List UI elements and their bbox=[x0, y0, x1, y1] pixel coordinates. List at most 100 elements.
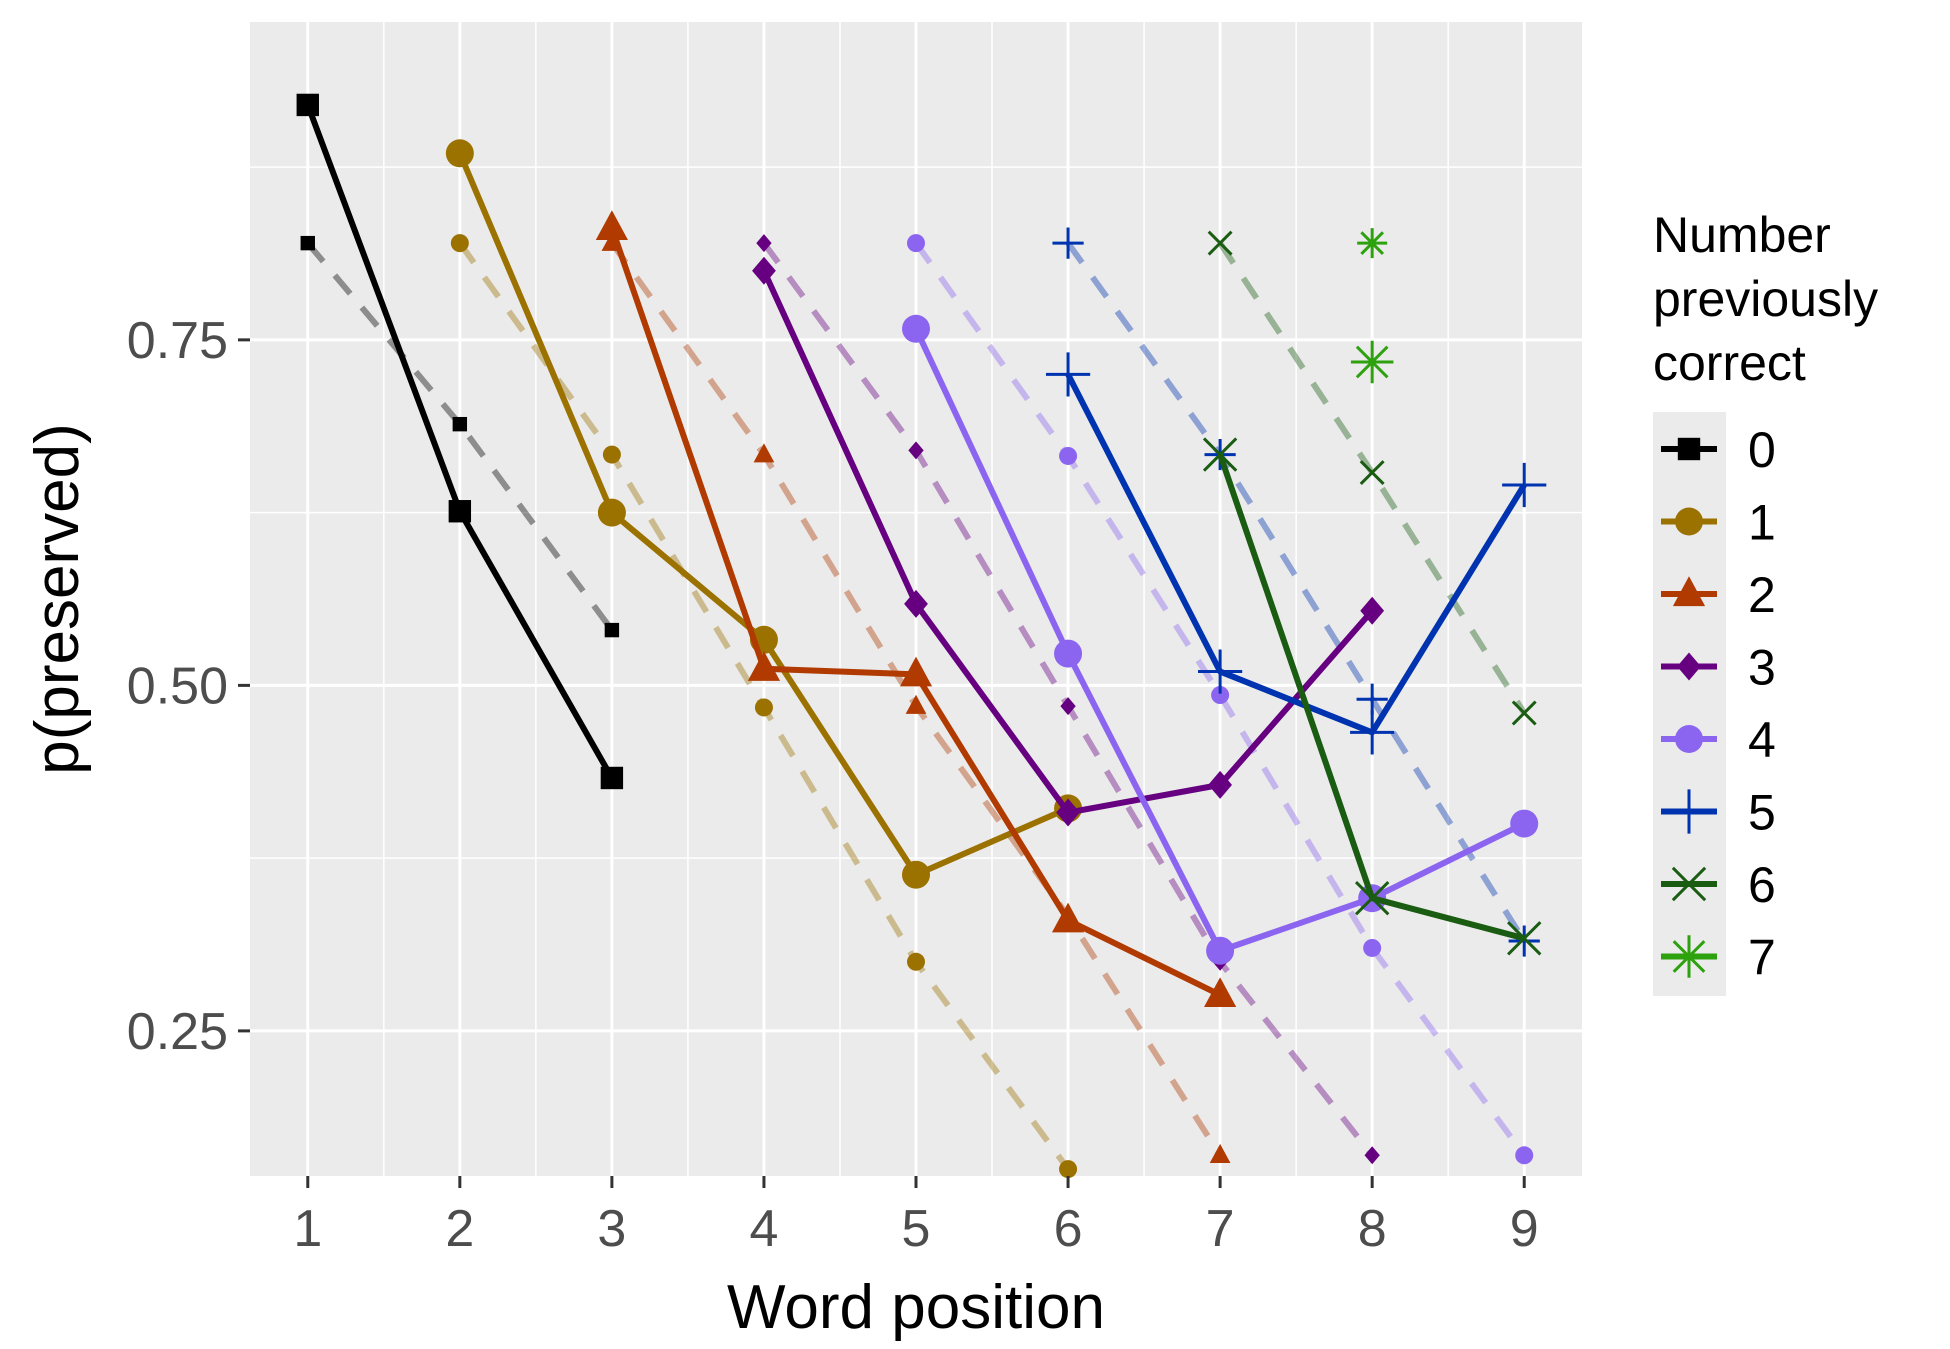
legend-key-marker-1 bbox=[1675, 507, 1703, 536]
dashed-point-series-3 bbox=[1364, 1146, 1380, 1165]
solid-series-4 bbox=[902, 314, 1539, 965]
dashed-point-series-0 bbox=[300, 235, 315, 251]
dashed-series-6 bbox=[1207, 230, 1537, 726]
legend-key-marker-4 bbox=[1675, 725, 1703, 753]
solid-point-series-4 bbox=[1206, 936, 1235, 965]
legend-title-line-3: correct bbox=[1653, 335, 1806, 391]
dashed-point-series-1 bbox=[754, 698, 773, 717]
legend-title-line-2: previously bbox=[1653, 271, 1878, 327]
dashed-point-series-4 bbox=[1211, 686, 1230, 705]
legend-key-marker-2 bbox=[1672, 576, 1706, 607]
x-tick-label: 1 bbox=[293, 1200, 322, 1258]
solid-point-series-6 bbox=[1507, 921, 1542, 956]
solid-point-series-2 bbox=[1051, 902, 1085, 933]
dashed-point-series-5 bbox=[1356, 683, 1388, 715]
legend-key-marker-5 bbox=[1666, 789, 1712, 834]
dashed-point-series-4 bbox=[907, 234, 925, 253]
dashed-series-1 bbox=[450, 234, 1078, 1179]
legend-key-marker-7 bbox=[1667, 935, 1711, 978]
solid-point-series-5 bbox=[1350, 710, 1395, 755]
y-tick-label: 0.25 bbox=[127, 1003, 228, 1061]
solid-point-series-3 bbox=[904, 589, 928, 618]
dashed-series-0 bbox=[300, 235, 620, 638]
x-tick-label: 6 bbox=[1054, 1200, 1083, 1258]
dashed-point-series-3 bbox=[1060, 697, 1076, 716]
solid-point-series-2 bbox=[899, 656, 933, 687]
dashed-series-3 bbox=[756, 234, 1380, 1165]
legend: Number previously correct 0 1 2 3 4 5 6 7 bbox=[1653, 207, 1878, 996]
legend-key-background bbox=[1653, 412, 1726, 996]
solid-point-series-0 bbox=[448, 500, 472, 523]
solid-point-series-6 bbox=[1354, 881, 1390, 916]
y-axis-title: p(preserved) bbox=[23, 423, 92, 774]
x-axis: 1 2 3 4 5 6 7 8 9 bbox=[293, 1176, 1539, 1258]
dashed-point-series-7 bbox=[1357, 228, 1388, 259]
solid-series-7 bbox=[1350, 340, 1394, 384]
legend-item-0: 0 bbox=[1661, 422, 1776, 478]
legend-item-3: 3 bbox=[1661, 640, 1776, 696]
solid-point-series-2 bbox=[747, 651, 781, 681]
dashed-point-series-2 bbox=[1209, 1143, 1231, 1164]
solid-series-0 bbox=[296, 93, 624, 790]
solid-point-series-1 bbox=[902, 860, 930, 889]
legend-item-6: 6 bbox=[1661, 857, 1776, 913]
dashed-point-series-2 bbox=[753, 443, 775, 463]
dashed-point-series-0 bbox=[452, 416, 468, 432]
dashed-point-series-6 bbox=[1511, 700, 1537, 726]
solid-point-series-5 bbox=[1045, 352, 1091, 397]
solid-point-series-3 bbox=[1208, 770, 1233, 799]
legend-label-3: 3 bbox=[1748, 640, 1776, 696]
legend-key-marker-3 bbox=[1677, 652, 1701, 681]
solid-line-series-5 bbox=[1065, 373, 1527, 736]
solid-point-series-7 bbox=[1350, 340, 1394, 384]
legend-item-1: 1 bbox=[1661, 495, 1776, 551]
x-tick-label: 8 bbox=[1358, 1200, 1387, 1258]
dashed-point-series-4 bbox=[1363, 938, 1382, 957]
dashed-point-series-6 bbox=[1207, 230, 1233, 256]
legend-label-7: 7 bbox=[1748, 930, 1776, 986]
legend-item-7: 7 bbox=[1661, 930, 1776, 986]
legend-label-1: 1 bbox=[1748, 495, 1776, 551]
dashed-series-4 bbox=[907, 234, 1534, 1165]
legend-key-marker-6 bbox=[1671, 866, 1707, 902]
solid-point-series-4 bbox=[902, 314, 930, 343]
x-tick-label: 7 bbox=[1206, 1200, 1235, 1258]
x-tick-label: 5 bbox=[902, 1200, 931, 1258]
legend-key-marker-0 bbox=[1677, 437, 1701, 461]
solid-point-series-3 bbox=[1056, 798, 1080, 827]
dashed-point-series-3 bbox=[756, 234, 772, 253]
solid-point-series-0 bbox=[296, 93, 319, 117]
legend-label-6: 6 bbox=[1748, 857, 1776, 913]
solid-point-series-3 bbox=[1360, 596, 1385, 625]
x-tick-label: 3 bbox=[597, 1200, 626, 1258]
legend-label-4: 4 bbox=[1748, 712, 1776, 768]
solid-point-series-4 bbox=[1510, 809, 1539, 838]
x-tick-label: 9 bbox=[1510, 1200, 1539, 1258]
solid-series-2 bbox=[595, 210, 1237, 1008]
solid-point-series-5 bbox=[1502, 462, 1547, 508]
solid-point-series-0 bbox=[600, 766, 624, 790]
solid-point-series-2 bbox=[595, 210, 628, 240]
dashed-point-series-1 bbox=[907, 952, 925, 971]
legend-label-0: 0 bbox=[1748, 422, 1776, 478]
y-tick-label: 0.50 bbox=[127, 657, 228, 715]
y-axis: 0.25 0.50 0.75 bbox=[127, 312, 250, 1061]
solid-point-series-4 bbox=[1054, 639, 1083, 668]
dashed-point-series-3 bbox=[908, 441, 924, 460]
dashed-point-series-6 bbox=[1359, 460, 1385, 486]
solid-series-5 bbox=[1045, 352, 1547, 755]
solid-point-series-1 bbox=[597, 498, 626, 527]
legend-label-5: 5 bbox=[1748, 785, 1776, 841]
solid-series-3 bbox=[752, 256, 1385, 827]
solid-point-series-6 bbox=[1202, 437, 1238, 472]
dashed-series-7 bbox=[1357, 228, 1388, 259]
solid-point-series-1 bbox=[445, 139, 474, 168]
x-tick-label: 2 bbox=[445, 1200, 474, 1258]
dashed-series-layer bbox=[300, 227, 1540, 1179]
solid-point-series-2 bbox=[1204, 977, 1237, 1008]
dashed-point-series-4 bbox=[1515, 1146, 1534, 1165]
solid-point-series-5 bbox=[1198, 649, 1243, 694]
dashed-line-series-4 bbox=[913, 241, 1527, 1158]
legend-title-line-1: Number bbox=[1653, 207, 1831, 263]
